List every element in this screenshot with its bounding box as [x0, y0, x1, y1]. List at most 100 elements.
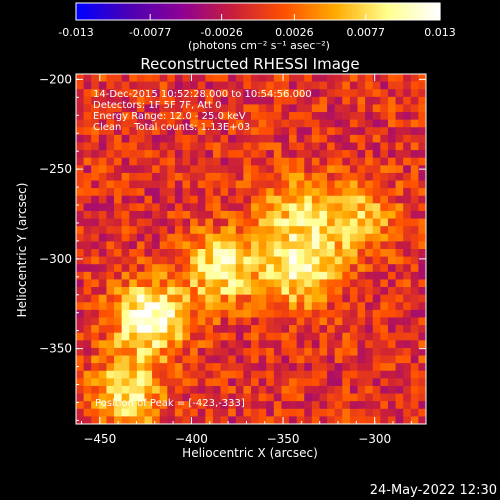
heatmap-cell — [212, 302, 222, 311]
heatmap-cell — [304, 363, 313, 372]
heatmap-cell — [243, 89, 252, 98]
heatmap-cell — [365, 241, 374, 250]
heatmap-cell — [235, 142, 244, 151]
heatmap-cell — [418, 188, 427, 197]
heatmap-cell — [304, 134, 313, 143]
heatmap-cell — [418, 363, 427, 372]
heatmap-cell — [273, 81, 282, 90]
colorbar-cell — [148, 3, 153, 20]
heatmap-cell — [289, 355, 298, 364]
colorbar-cell — [209, 3, 214, 20]
heatmap-cell — [311, 408, 320, 417]
heatmap-cell — [121, 81, 130, 90]
heatmap-cell — [349, 127, 359, 136]
heatmap-cell — [349, 370, 359, 379]
heatmap-cell — [205, 393, 214, 402]
heatmap-cell — [273, 347, 282, 357]
heatmap-cell — [296, 287, 305, 296]
heatmap-cell — [403, 127, 412, 136]
colorbar-cell — [88, 3, 92, 20]
heatmap-cell — [91, 370, 100, 379]
heatmap-cell — [251, 385, 260, 395]
heatmap-cell — [273, 256, 282, 265]
heatmap-cell — [266, 203, 275, 212]
heatmap-cell — [121, 325, 130, 334]
heatmap-cell — [365, 325, 374, 334]
heatmap-cell — [281, 233, 290, 242]
colorbar-cell — [157, 3, 162, 20]
heatmap-cell — [357, 195, 366, 204]
heatmap-cell — [182, 378, 191, 387]
heatmap-cell — [243, 347, 252, 357]
heatmap-cell — [197, 294, 206, 303]
heatmap-cell — [106, 332, 115, 341]
colorbar-cell — [170, 3, 174, 20]
heatmap-cell — [296, 74, 305, 83]
heatmap-cell — [212, 218, 222, 227]
heatmap-cell — [190, 279, 199, 288]
colorbar-cell — [151, 3, 156, 20]
heatmap-cell — [380, 363, 389, 372]
heatmap-cell — [235, 302, 244, 311]
heatmap-cell — [334, 325, 343, 334]
heatmap-cell — [235, 218, 244, 227]
heatmap-cell — [395, 74, 404, 83]
heatmap-cell — [410, 218, 419, 227]
heatmap-cell — [349, 89, 359, 98]
heatmap-cell — [289, 256, 298, 265]
heatmap-cell — [387, 378, 397, 387]
heatmap-cell — [114, 112, 123, 121]
heatmap-cell — [251, 347, 260, 357]
heatmap-cell — [167, 347, 176, 357]
heatmap-cell — [83, 203, 92, 212]
heatmap-cell — [91, 150, 100, 159]
heatmap-cell — [319, 74, 328, 83]
heatmap-cell — [296, 104, 305, 113]
heatmap-cell — [304, 279, 313, 288]
heatmap-cell — [144, 401, 153, 410]
heatmap-cell — [380, 393, 389, 402]
heatmap-cell — [266, 172, 275, 182]
heatmap-cell — [357, 363, 366, 372]
heatmap-cell — [395, 401, 404, 410]
colorbar-cell — [109, 3, 113, 20]
heatmap-cell — [395, 279, 404, 288]
heatmap-cell — [220, 233, 229, 242]
heatmap-cell — [281, 302, 290, 311]
heatmap-cell — [251, 317, 260, 326]
heatmap-cell — [365, 408, 374, 417]
heatmap-cell — [197, 157, 206, 166]
heatmap-cell — [387, 172, 397, 182]
heatmap-cell — [365, 134, 374, 143]
heatmap-cell — [197, 119, 206, 128]
heatmap-cell — [76, 271, 85, 280]
heatmap-cell — [129, 347, 138, 357]
colorbar-cell — [91, 3, 95, 20]
colorbar-cell — [424, 3, 429, 20]
heatmap-cell — [349, 241, 359, 250]
heatmap-cell — [159, 218, 168, 227]
heatmap-cell — [144, 264, 153, 273]
heatmap-cell — [387, 256, 397, 265]
heatmap-cell — [220, 210, 229, 220]
heatmap-cell — [114, 408, 123, 417]
heatmap-cell — [174, 325, 184, 334]
heatmap-cell — [304, 195, 313, 204]
heatmap-cell — [106, 172, 115, 182]
heatmap-cell — [144, 355, 153, 364]
heatmap-cell — [281, 363, 290, 372]
heatmap-cell — [403, 89, 412, 98]
heatmap-cell — [342, 317, 351, 326]
heatmap-cell — [342, 195, 351, 204]
heatmap-cell — [342, 309, 351, 318]
heatmap-cell — [197, 172, 206, 182]
heatmap-cell — [197, 355, 206, 364]
heatmap-cell — [243, 271, 252, 280]
heatmap-cell — [121, 241, 130, 250]
heatmap-cell — [273, 96, 282, 105]
heatmap-cell — [212, 370, 222, 379]
heatmap-cell — [410, 416, 419, 425]
heatmap-cell — [152, 172, 161, 182]
heatmap-cell — [98, 287, 107, 296]
colorbar-cell — [173, 3, 177, 20]
